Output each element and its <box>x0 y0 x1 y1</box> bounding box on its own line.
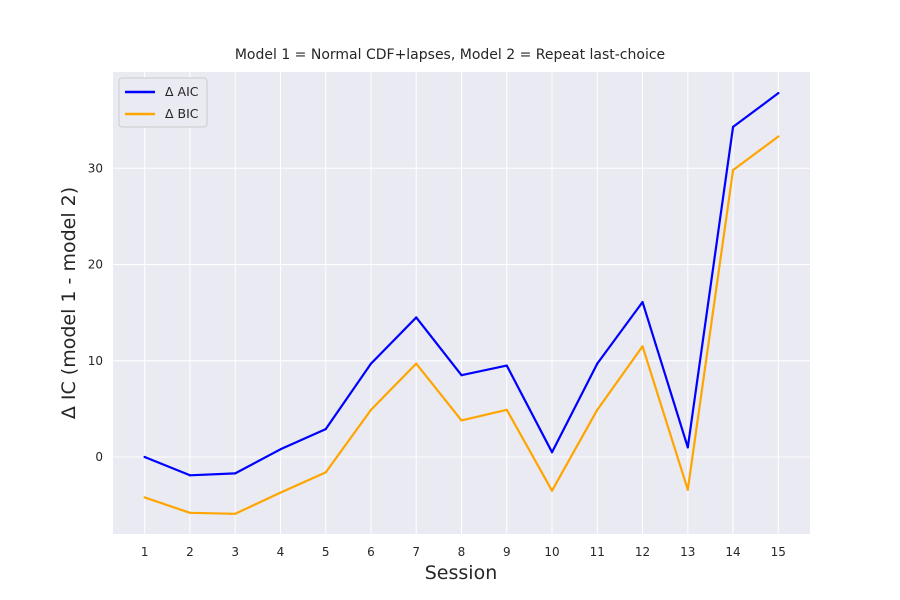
y-tick-label: 20 <box>88 258 103 272</box>
legend-label-aic: Δ AIC <box>165 84 199 99</box>
y-tick-label: 0 <box>95 450 103 464</box>
data-point <box>369 362 373 365</box>
x-tick-label: 10 <box>544 545 559 559</box>
x-tick-label: 6 <box>367 545 375 559</box>
y-tick-label: 30 <box>88 161 103 175</box>
x-tick-label: 9 <box>503 545 511 559</box>
data-point <box>279 448 282 451</box>
y-axis-label: Δ IC (model 1 - model 2) <box>58 187 80 419</box>
data-point <box>686 488 689 491</box>
x-tick-label: 1 <box>141 545 149 559</box>
data-point <box>596 408 599 411</box>
series-lines <box>143 92 780 515</box>
x-tick-label: 13 <box>680 545 695 559</box>
x-tick-label: 12 <box>635 545 650 559</box>
data-point <box>777 135 780 138</box>
data-point <box>505 408 508 411</box>
data-point <box>279 491 282 494</box>
data-point <box>731 125 735 128</box>
data-point <box>777 92 780 95</box>
data-point <box>369 408 373 411</box>
data-point <box>188 511 192 514</box>
x-tick-label: 15 <box>771 545 786 559</box>
data-point <box>415 362 418 365</box>
data-point <box>686 446 689 449</box>
data-point <box>460 374 463 377</box>
x-tick-label: 5 <box>322 545 330 559</box>
legend: Δ AIC Δ BIC <box>118 77 208 128</box>
data-point <box>324 427 327 431</box>
data-point <box>460 419 463 422</box>
data-point <box>550 451 554 454</box>
data-point <box>188 474 192 477</box>
x-tick-label: 11 <box>590 545 605 559</box>
x-tick-label: 4 <box>277 545 285 559</box>
x-tick-label: 8 <box>458 545 466 559</box>
x-tick-label: 14 <box>725 545 740 559</box>
x-tick-label: 7 <box>412 545 420 559</box>
data-point <box>641 300 644 304</box>
data-point <box>505 364 508 367</box>
data-point <box>550 489 554 492</box>
legend-label-bic: Δ BIC <box>165 106 199 121</box>
data-point <box>415 316 418 319</box>
y-tick-label: 10 <box>88 354 103 368</box>
data-point <box>731 169 735 172</box>
x-axis-label: Session <box>425 562 498 584</box>
x-tick-label: 3 <box>231 545 239 559</box>
data-point <box>143 455 146 459</box>
data-point <box>234 472 237 475</box>
x-tick-label: 2 <box>186 545 194 559</box>
chart-title: Model 1 = Normal CDF+lapses, Model 2 = R… <box>235 47 665 63</box>
data-point <box>324 471 327 474</box>
data-point <box>143 496 146 499</box>
data-point <box>234 512 237 515</box>
data-point <box>641 345 644 348</box>
data-point <box>596 362 599 365</box>
